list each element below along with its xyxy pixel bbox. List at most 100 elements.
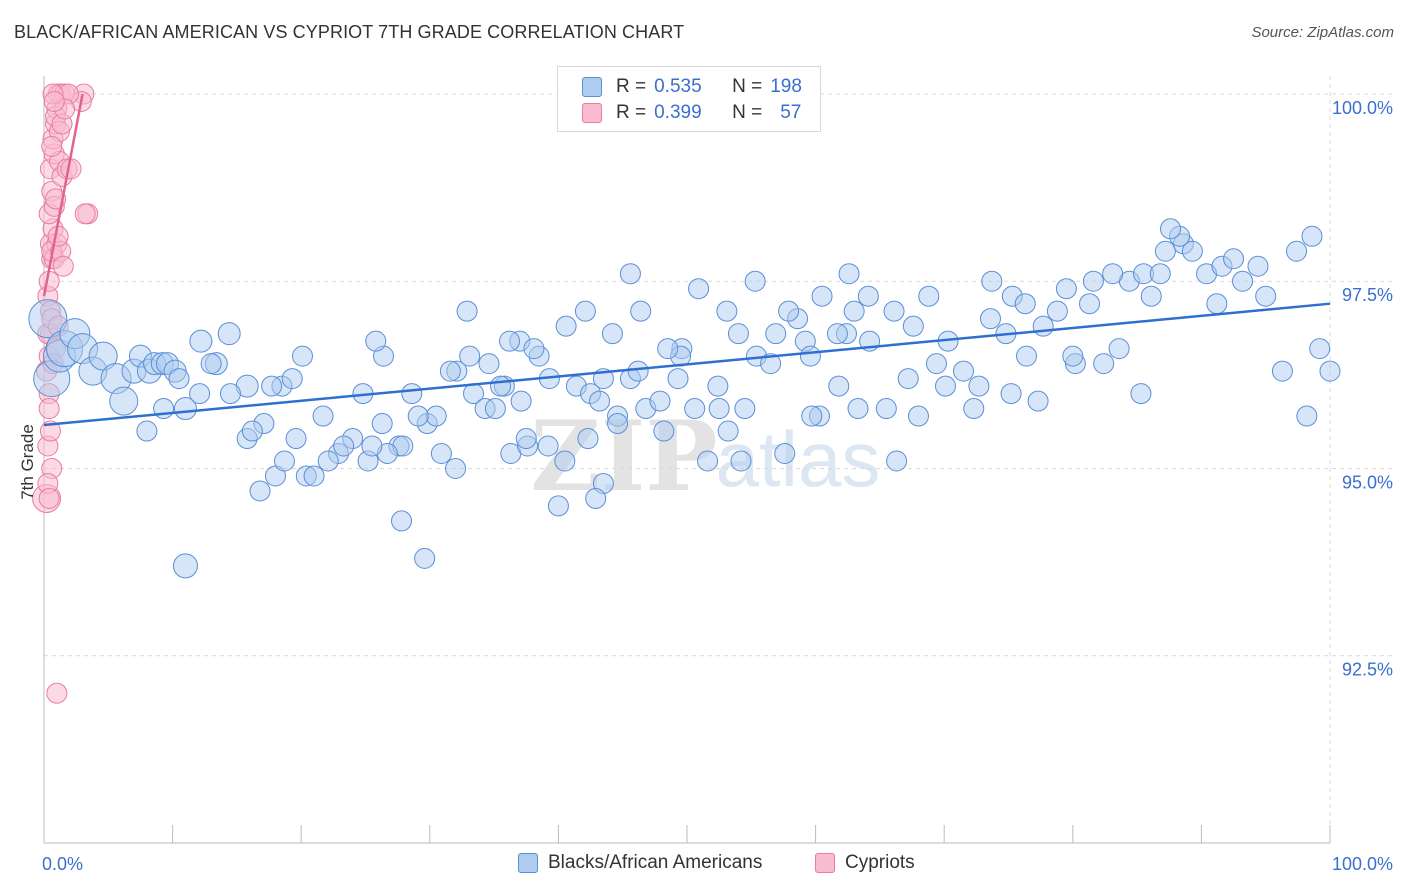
black-point: [510, 390, 532, 412]
black-point: [730, 450, 752, 472]
black-point: [828, 375, 850, 397]
black-point: [765, 323, 787, 345]
blacks-trend-line: [43, 302, 1331, 427]
black-point: [1055, 278, 1077, 300]
black-point: [826, 323, 848, 345]
black-point: [312, 405, 334, 427]
black-point: [727, 323, 749, 345]
black-point: [28, 299, 68, 339]
black-point: [801, 405, 823, 427]
black-point: [484, 398, 506, 420]
black-point: [1093, 353, 1115, 375]
black-point: [1000, 383, 1022, 405]
black-point: [555, 315, 577, 337]
black-point: [1206, 293, 1228, 315]
black-point: [281, 368, 303, 390]
n-value-cypriots: 57: [780, 102, 802, 123]
black-point: [667, 368, 689, 390]
black-point: [1130, 383, 1152, 405]
cypriot-point: [60, 158, 82, 180]
r-label: R =: [616, 102, 647, 123]
black-point: [934, 375, 956, 397]
black-point: [1102, 263, 1124, 285]
black-point: [189, 329, 213, 353]
black-point: [445, 457, 467, 479]
cypriot-point: [38, 398, 60, 420]
black-point: [1271, 360, 1293, 382]
black-point: [261, 375, 283, 397]
x-tick-label-max: 100.0%: [1332, 854, 1393, 874]
legend-blacks-swatch: [518, 853, 538, 873]
black-point: [653, 420, 675, 442]
cypriot-point: [41, 135, 63, 157]
black-point: [478, 353, 500, 375]
black-point: [285, 428, 307, 450]
source-label: Source: ZipAtlas.com: [1251, 24, 1394, 41]
n-label: N =: [732, 76, 763, 97]
black-point: [716, 300, 738, 322]
black-point: [907, 405, 929, 427]
cypriot-point: [38, 487, 60, 509]
cypriot-point: [43, 90, 65, 112]
stats-legend: R = 0.535 N = 198 R = 0.399 N = 57: [557, 66, 821, 132]
black-point: [630, 300, 652, 322]
black-points: [28, 218, 1341, 579]
black-point: [963, 398, 985, 420]
black-point: [391, 510, 413, 532]
black-point: [607, 413, 629, 435]
black-point: [760, 353, 782, 375]
trend-lines: [42, 93, 1331, 427]
black-point: [414, 547, 436, 569]
black-point: [847, 398, 869, 420]
y-tick-label: 95.0%: [1342, 472, 1393, 492]
black-point: [273, 450, 295, 472]
black-point: [1154, 240, 1176, 262]
black-point: [189, 383, 211, 405]
black-point: [601, 323, 623, 345]
black-point: [1255, 285, 1277, 307]
cypriot-point: [52, 255, 74, 277]
black-point: [317, 450, 339, 472]
black-point: [407, 405, 429, 427]
black-point: [1286, 240, 1308, 262]
black-point: [537, 435, 559, 457]
black-point: [778, 300, 800, 322]
black-point: [585, 487, 607, 509]
black-point: [627, 360, 649, 382]
r-value-blacks: 0.535: [654, 76, 702, 97]
black-point: [554, 450, 576, 472]
r-value-cypriots: 0.399: [654, 102, 702, 123]
black-point: [897, 368, 919, 390]
black-point: [649, 390, 671, 412]
stats-legend-row-cypriots: R = 0.399 N = 57: [582, 101, 801, 125]
legend-cypriots-swatch: [815, 853, 835, 873]
black-point: [219, 383, 241, 405]
cypriots-swatch: [582, 103, 602, 123]
legend-item-cypriots: Cypriots: [815, 852, 915, 874]
black-point: [688, 278, 710, 300]
axes: [43, 76, 1331, 844]
black-point: [875, 398, 897, 420]
black-point: [918, 285, 940, 307]
y-tick-label: 100.0%: [1332, 98, 1393, 118]
black-point: [1247, 255, 1269, 277]
black-point: [843, 300, 865, 322]
black-point: [172, 553, 198, 579]
black-point: [1140, 285, 1162, 307]
black-point: [589, 390, 611, 412]
black-point: [168, 368, 190, 390]
black-point: [744, 270, 766, 292]
legend-cypriots-label: Cypriots: [845, 852, 915, 873]
chart-title: BLACK/AFRICAN AMERICAN VS CYPRIOT 7TH GR…: [14, 22, 685, 42]
black-point: [574, 300, 596, 322]
y-tick-label: 92.5%: [1342, 660, 1393, 680]
black-point: [136, 420, 158, 442]
black-point: [1079, 293, 1101, 315]
black-point: [657, 338, 679, 360]
r-label: R =: [616, 76, 647, 97]
black-point: [456, 300, 478, 322]
black-point: [968, 375, 990, 397]
cypriot-point: [47, 225, 69, 247]
x-tick-label-min: 0.0%: [42, 854, 83, 874]
cypriot-point: [46, 682, 68, 704]
